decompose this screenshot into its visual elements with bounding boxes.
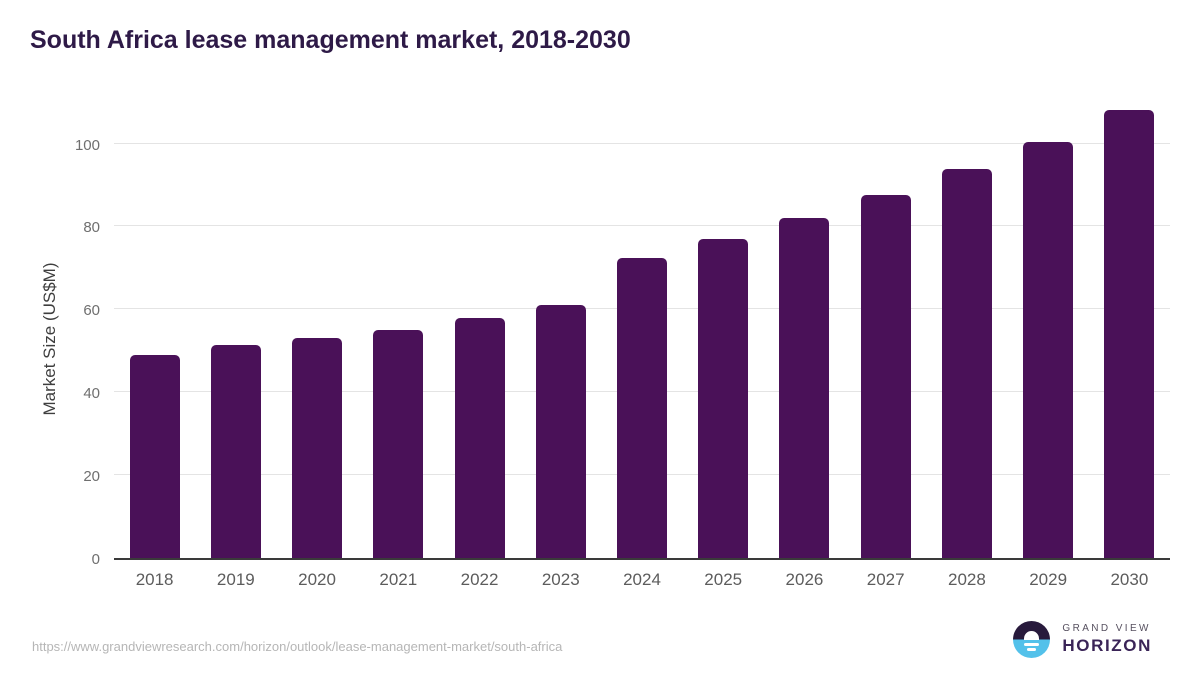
y-tick-label: 20 <box>83 468 100 486</box>
x-tick-label: 2028 <box>948 570 986 589</box>
chart-title: South Africa lease management market, 20… <box>30 26 631 54</box>
bar-2030 <box>1104 109 1155 558</box>
bar-2029 <box>1023 141 1074 558</box>
bar-2019 <box>210 344 261 558</box>
reflection-line-2 <box>1027 648 1037 651</box>
reflection-line-1 <box>1024 643 1040 646</box>
x-tick-label: 2027 <box>866 570 905 589</box>
sun-shape <box>1024 630 1040 640</box>
x-tick-label: 2030 <box>1110 570 1149 589</box>
x-tick-label: 2029 <box>1029 570 1068 589</box>
sunrise-circle-icon <box>1013 621 1051 658</box>
x-tick-label: 2018 <box>135 570 174 589</box>
bar-2022 <box>454 317 505 558</box>
bar-2028 <box>941 168 992 558</box>
bar-2023 <box>535 304 586 558</box>
y-axis-ticks: 0 20 40 60 80 100 <box>0 100 100 568</box>
x-tick-label: 2026 <box>785 570 824 589</box>
logo-brand-bottom: HORIZON <box>1062 636 1152 655</box>
bar-2026 <box>779 218 830 558</box>
y-tick-label: 80 <box>83 219 100 237</box>
x-tick-label: 2021 <box>379 570 418 589</box>
y-tick-label: 0 <box>91 551 100 568</box>
y-tick-label: 60 <box>83 302 100 320</box>
x-tick-label: 2024 <box>623 570 661 589</box>
plot-area <box>114 100 1170 560</box>
x-tick-label: 2019 <box>216 570 255 589</box>
x-tick-label: 2022 <box>460 570 499 589</box>
grand-view-horizon-logo: GRAND VIEW HORIZON <box>1013 621 1152 658</box>
gridline <box>114 225 1170 227</box>
footer: https://www.grandviewresearch.com/horizo… <box>0 615 1200 675</box>
source-url: https://www.grandviewresearch.com/horizo… <box>32 639 563 654</box>
bar-2025 <box>698 238 749 558</box>
logo-text: GRAND VIEW HORIZON <box>1062 623 1152 656</box>
gridline <box>114 142 1170 144</box>
bar-2020 <box>292 338 343 558</box>
x-tick-label: 2020 <box>298 570 336 589</box>
y-tick-label: 40 <box>83 385 100 403</box>
bar-2021 <box>373 329 424 558</box>
x-tick-label: 2025 <box>704 570 743 589</box>
y-tick-label: 100 <box>74 136 100 154</box>
bar-2018 <box>129 354 180 558</box>
x-axis-ticks: 2018 2019 2020 2021 2022 2023 2024 2025 2026 2027… <box>114 570 1170 594</box>
bar-2024 <box>617 257 667 558</box>
bar-2027 <box>860 195 911 558</box>
x-tick-label: 2023 <box>541 570 580 589</box>
logo-brand-top: GRAND VIEW <box>1062 623 1151 634</box>
